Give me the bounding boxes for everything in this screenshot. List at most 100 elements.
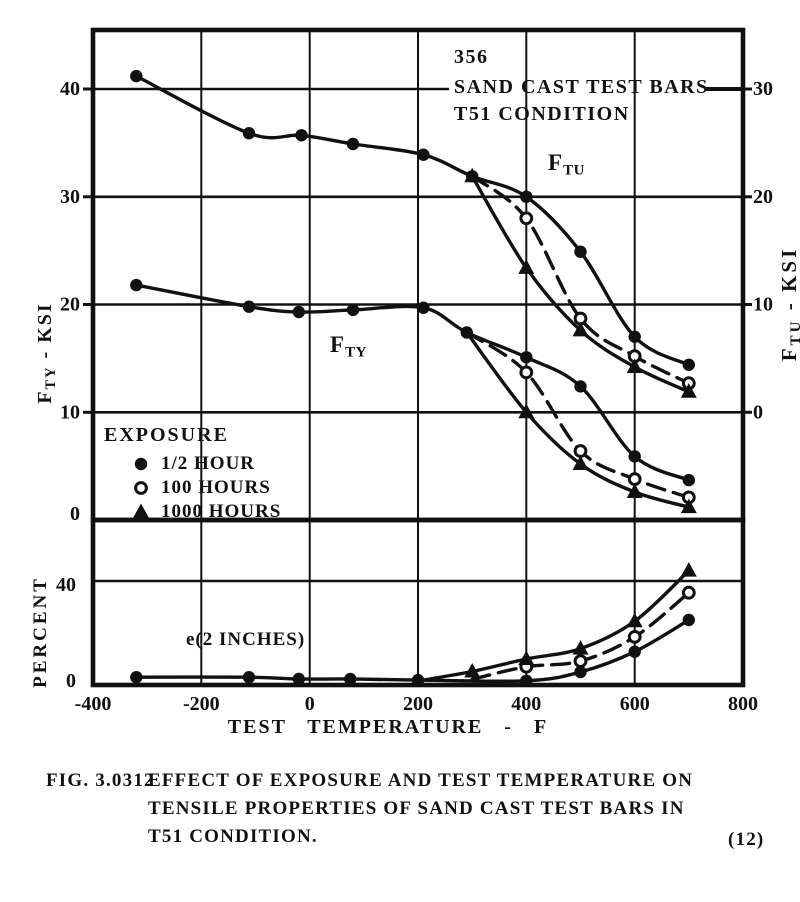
x-tick-label: 800 xyxy=(728,693,758,715)
marker-filled-triangle xyxy=(518,403,535,419)
marker-filled-circle xyxy=(682,473,695,487)
legend-item: 1/2 HOUR xyxy=(104,452,324,476)
caption-line-3: T51 CONDITION. xyxy=(148,826,318,847)
legend-marker-filled-circle-icon xyxy=(134,457,148,471)
marker-filled-triangle xyxy=(518,650,535,665)
marker-filled-triangle xyxy=(626,612,643,628)
marker-filled-circle xyxy=(628,645,641,658)
x-tick-label: 600 xyxy=(620,693,650,715)
marker-open-circle xyxy=(681,585,696,600)
marker-filled-triangle xyxy=(626,358,643,373)
marker-filled-circle xyxy=(417,301,430,314)
marker-filled-circle xyxy=(628,330,641,343)
legend-item: 100 HOURS xyxy=(104,476,324,500)
x-tick-label: 400 xyxy=(511,693,541,715)
marker-filled-circle xyxy=(295,129,308,142)
annotation-connector-line xyxy=(706,87,742,91)
marker-filled-triangle xyxy=(464,167,481,183)
x-tick-label: 0 xyxy=(305,693,315,715)
x-tick-label: -200 xyxy=(183,693,220,715)
marker-filled-triangle xyxy=(680,498,697,514)
fty-label-sub: TY xyxy=(345,344,367,361)
legend: EXPOSURE 1/2 HOUR 100 HOURS 1000 HOURS xyxy=(104,424,324,524)
marker-filled-triangle xyxy=(518,259,535,274)
figure-number: FIG. 3.0312 xyxy=(46,770,155,791)
x-tick-label: -400 xyxy=(75,693,112,715)
y-left-sub: TY xyxy=(43,365,60,390)
x-axis-title: TEST TEMPERATURE - F xyxy=(227,716,549,738)
marker-filled-triangle xyxy=(572,640,589,655)
marker-open-circle xyxy=(627,630,642,644)
legend-item: 1000 HOURS xyxy=(104,500,324,524)
marker-filled-circle xyxy=(134,457,148,471)
y-right-tick-label: 20 xyxy=(753,186,773,208)
marker-filled-triangle xyxy=(572,321,589,337)
legend-items: 1/2 HOUR 100 HOURS 1000 HOURS xyxy=(104,452,324,524)
marker-filled-circle xyxy=(574,245,587,258)
marker-open-circle xyxy=(519,365,534,380)
marker-filled-circle xyxy=(130,278,143,292)
y-left-rest: - KSI xyxy=(34,302,56,366)
legend-marker-filled-triangle-icon xyxy=(133,503,149,518)
series-line-fty-100-hours xyxy=(465,330,691,500)
marker-filled-circle xyxy=(344,672,357,686)
marker-filled-circle xyxy=(520,190,533,203)
marker-filled-circle xyxy=(346,303,360,317)
marker-filled-circle xyxy=(574,665,587,679)
marker-filled-circle xyxy=(574,380,587,393)
marker-open-circle xyxy=(134,481,148,495)
marker-filled-circle xyxy=(346,137,360,151)
marker-filled-circle xyxy=(520,351,533,364)
ftu-label-main: F xyxy=(548,150,564,175)
marker-open-circle xyxy=(573,444,588,458)
marker-filled-circle xyxy=(520,674,533,687)
marker-filled-circle xyxy=(130,69,143,83)
marker-filled-circle xyxy=(682,358,695,371)
y-left-tick-label: 40 xyxy=(60,78,80,100)
y-axis-title-fty: FTY - KSI xyxy=(34,263,60,443)
marker-open-circle xyxy=(573,654,588,668)
y-axis-title-ftu: FTU - KSI xyxy=(777,193,800,415)
annotation-alloy: 356 xyxy=(454,46,489,68)
ftu-label-sub: TU xyxy=(563,162,585,179)
y-axis-title-percent: PERCENT xyxy=(30,576,51,688)
series-line-ftu-1000-hours xyxy=(470,174,691,394)
marker-filled-circle xyxy=(417,148,430,161)
marker-filled-circle xyxy=(628,450,641,463)
marker-filled-circle xyxy=(242,127,256,140)
caption-line-1: EFFECT OF EXPOSURE AND TEST TEMPERATURE … xyxy=(148,770,694,791)
marker-filled-triangle xyxy=(133,503,149,518)
y-percent-tick-label: 0 xyxy=(66,670,76,692)
legend-item-label: 1/2 HOUR xyxy=(161,453,256,474)
marker-open-circle xyxy=(627,472,642,487)
marker-filled-circle xyxy=(242,671,256,684)
annotation-condition: T51 CONDITION xyxy=(454,103,630,125)
y-percent-tick-label: 40 xyxy=(56,574,76,596)
legend-item-label: 1000 HOURS xyxy=(161,501,282,522)
marker-filled-circle xyxy=(292,672,305,686)
marker-filled-triangle xyxy=(626,483,643,498)
curve-label-ftu: FTU xyxy=(548,150,585,180)
legend-title: EXPOSURE xyxy=(104,424,229,446)
marker-filled-triangle xyxy=(680,383,697,398)
series-line-fty-1000-hours xyxy=(465,330,691,509)
marker-filled-triangle xyxy=(464,663,481,678)
x-tick-label: 200 xyxy=(403,693,433,715)
marker-filled-circle xyxy=(130,671,143,684)
y-right-sub: TU xyxy=(788,318,800,346)
y-left-main: F xyxy=(34,389,56,404)
marker-filled-circle xyxy=(242,300,256,313)
caption-line-2: TENSILE PROPERTIES OF SAND CAST TEST BAR… xyxy=(148,798,685,819)
y-right-tick-label: 0 xyxy=(753,401,763,423)
marker-filled-circle xyxy=(682,613,695,627)
marker-filled-circle xyxy=(292,305,305,319)
y-left-tick-label: 10 xyxy=(60,401,80,423)
curve-label-fty: FTY xyxy=(330,332,367,362)
annotation-elongation: e(2 INCHES) xyxy=(186,629,306,650)
marker-filled-triangle xyxy=(680,562,697,577)
y-right-tick-label: 30 xyxy=(753,78,773,100)
fty-label-main: F xyxy=(330,332,346,357)
y-left-tick-label: 0 xyxy=(70,503,80,525)
